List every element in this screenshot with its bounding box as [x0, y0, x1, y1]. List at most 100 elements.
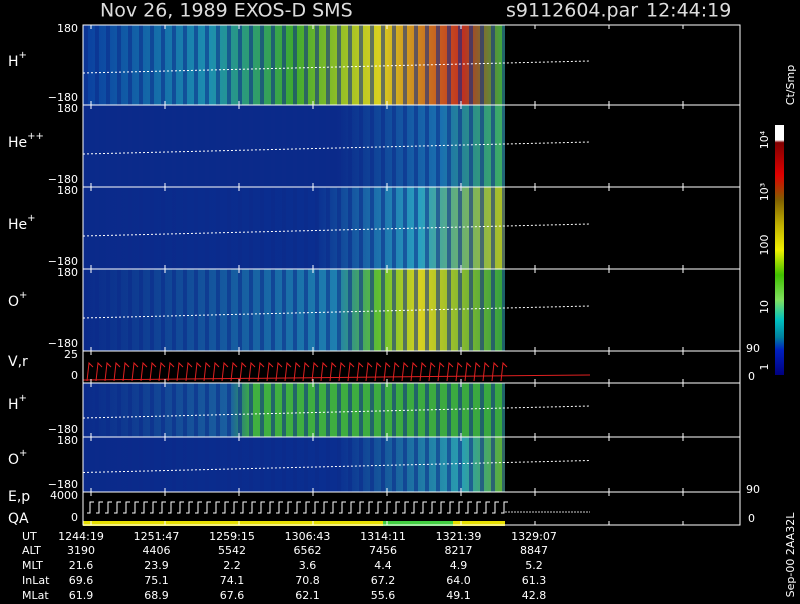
cell: 55.6	[371, 589, 396, 600]
cell: 3.6	[299, 559, 317, 572]
axis-label: 0	[748, 370, 755, 383]
spectrogram-stripes	[83, 269, 505, 351]
cell: 23.9	[144, 559, 169, 572]
panel-label: H+	[8, 50, 27, 70]
cell: 8217	[445, 544, 473, 557]
cell: 69.6	[69, 574, 94, 587]
cell: 5542	[218, 544, 246, 557]
time: 12:44:19	[646, 0, 731, 22]
axis-label: −180	[48, 478, 78, 491]
axis-label: 180	[57, 266, 78, 279]
cell: 4.9	[450, 559, 468, 572]
panel-label: O+	[8, 290, 27, 310]
label-text: V,r	[8, 354, 28, 370]
title: Nov 26, 1989 EXOS-D SMS	[100, 0, 353, 22]
row-label: InLat	[22, 574, 50, 587]
label-sup: +	[19, 50, 27, 61]
axis-label: 25	[64, 348, 78, 361]
panel-label: He++	[8, 131, 44, 151]
panel-label: He+	[8, 213, 36, 233]
axis-label: 180	[57, 22, 78, 35]
spectrogram-stripes	[83, 25, 505, 105]
colorbar-tick: 10³	[758, 183, 771, 201]
cell: 64.0	[446, 574, 471, 587]
colorbar-tick: 10⁴	[758, 130, 771, 149]
label-sup: +	[19, 448, 27, 459]
cell: 49.1	[446, 589, 471, 600]
panel-label: QA	[8, 511, 29, 527]
cell: 8847	[520, 544, 548, 557]
axis-label: 90	[746, 342, 760, 355]
panel-label: V,r	[8, 354, 28, 370]
cell: 21.6	[69, 559, 94, 572]
cell: 3190	[67, 544, 95, 557]
cell: 68.9	[144, 589, 169, 600]
colorbar-tick: 1	[758, 364, 771, 371]
cell: 61.9	[69, 589, 94, 600]
file-name: s9112604.par	[506, 0, 638, 22]
axis-label: −180	[48, 337, 78, 350]
axis-label: −180	[48, 255, 78, 268]
row-label: MLT	[22, 559, 43, 572]
cell: 1306:43	[285, 530, 331, 543]
axis-label: −180	[48, 173, 78, 186]
cell: 67.2	[371, 574, 396, 587]
cell: 75.1	[144, 574, 169, 587]
cell: 4406	[143, 544, 171, 557]
spectrogram-stripes	[83, 187, 505, 269]
panel-label: O+	[8, 448, 27, 468]
trace	[82, 374, 591, 381]
trace	[82, 405, 591, 419]
label-sup: +	[19, 290, 27, 301]
cell: 1329:07	[511, 530, 557, 543]
colorbar-unit: Ct/Smp	[784, 65, 797, 105]
row-label: UT	[22, 530, 37, 543]
axis-label: 4000	[50, 489, 78, 502]
spectrogram-stripes	[83, 437, 505, 492]
cell: 2.2	[223, 559, 241, 572]
label-text: O	[8, 452, 19, 468]
trace	[82, 141, 591, 155]
cell: 7456	[369, 544, 397, 557]
colorbar	[775, 125, 784, 375]
trace	[86, 361, 508, 382]
cell: 74.1	[220, 574, 245, 587]
cell: 5.2	[525, 559, 543, 572]
trace	[82, 60, 591, 74]
row-label: ALT	[22, 544, 41, 557]
label-text: O	[8, 294, 19, 310]
cell: 67.6	[220, 589, 245, 600]
axis-label: 180	[57, 102, 78, 115]
cell: 61.3	[522, 574, 547, 587]
cell: 6562	[294, 544, 322, 557]
axis-label: 180	[57, 184, 78, 197]
axis-label: 90	[746, 483, 760, 496]
row-label: MLat	[22, 589, 49, 600]
cell: 70.8	[295, 574, 320, 587]
label-text: H	[8, 397, 19, 413]
trace	[82, 305, 591, 319]
cell: 4.4	[374, 559, 392, 572]
label-text: He	[8, 217, 27, 233]
cell: 62.1	[295, 589, 320, 600]
trace	[87, 501, 508, 514]
label-sup: +	[19, 393, 27, 404]
cell: 1251:47	[134, 530, 180, 543]
label-text: He	[8, 135, 27, 151]
cell: 42.8	[522, 589, 547, 600]
cell: 1259:15	[209, 530, 255, 543]
cell: 1244:19	[58, 530, 104, 543]
footer: Sep-00 2AA32L	[784, 512, 797, 598]
colorbar-tick: 10	[758, 300, 771, 314]
panel-label: H+	[8, 393, 27, 413]
cell: 1314:11	[360, 530, 406, 543]
qa-bar	[383, 521, 453, 526]
colorbar-tick: 100	[758, 235, 771, 256]
axis-label: 0	[71, 369, 78, 382]
axis-label: 0	[71, 511, 78, 524]
trace	[82, 223, 591, 237]
label-sup: ++	[27, 131, 44, 142]
panel-label: E,p	[8, 489, 30, 505]
spectrogram-stripes	[83, 105, 505, 187]
